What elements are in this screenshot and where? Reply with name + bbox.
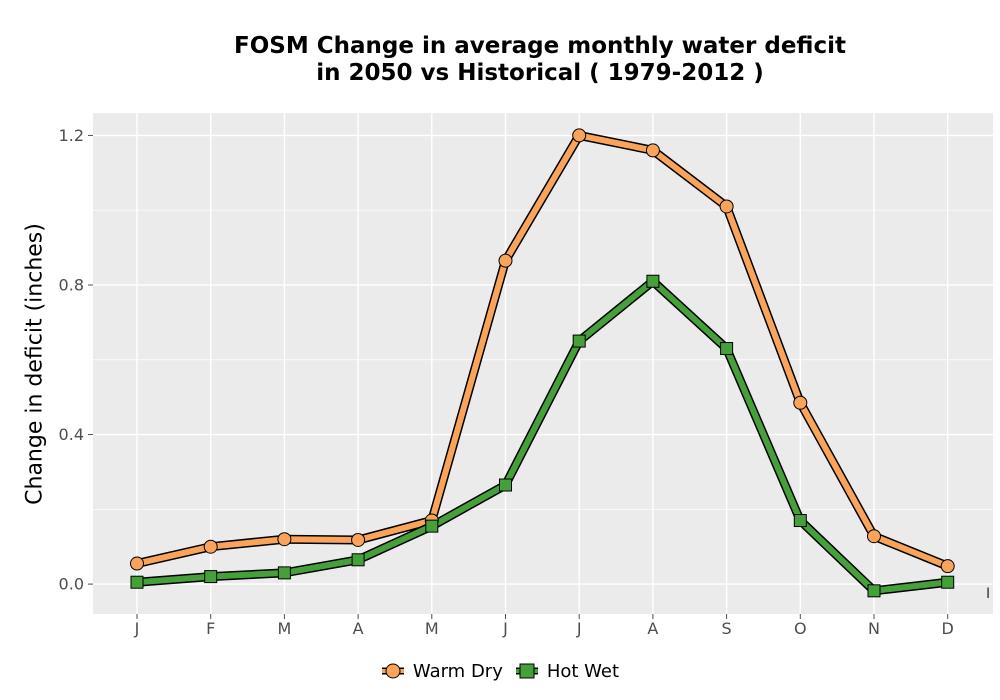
point-hot-wet: [941, 575, 955, 589]
x-tick-label: A: [353, 619, 364, 638]
point-warm-dry: [203, 539, 218, 554]
minor-gridlines: [93, 209, 993, 510]
series-line-hot-wet: [134, 278, 951, 594]
legend-item-hot-wet: Hot Wet: [515, 660, 619, 682]
legend-item-warm-dry: Warm Dry: [381, 660, 503, 682]
major-gridlines: [93, 113, 993, 614]
point-warm-dry: [130, 556, 144, 571]
y-tick-label: 0.4: [59, 425, 84, 444]
series-line-warm-dry: [134, 132, 951, 570]
point-hot-wet: [351, 553, 365, 567]
point-hot-wet: [572, 334, 586, 348]
point-hot-wet: [499, 478, 512, 492]
x-tick-label: N: [868, 619, 880, 638]
legend-hot-wet-swatch: [515, 663, 538, 679]
legend-warm-dry-label: Warm Dry: [412, 660, 503, 682]
x-tick-label: S: [722, 619, 732, 638]
x-tick-label: J: [502, 619, 508, 638]
x-tick-label: J: [576, 619, 582, 638]
point-warm-dry: [351, 532, 366, 547]
x-tick-label: F: [206, 619, 215, 638]
x-tick-label: O: [794, 619, 807, 638]
point-hot-wet: [425, 519, 439, 533]
legend: Warm Dry Hot Wet: [0, 660, 1000, 682]
x-tick-label: D: [942, 619, 954, 638]
point-warm-dry: [867, 529, 881, 544]
point-hot-wet: [646, 274, 660, 288]
x-tick-label: M: [425, 619, 439, 638]
series-layer: [130, 128, 955, 598]
legend-hot-wet-label: Hot Wet: [546, 660, 620, 682]
point-warm-dry: [498, 253, 513, 268]
y-tick-label: 1.2: [59, 126, 84, 145]
x-tick-label: A: [647, 619, 658, 638]
x-tick-label: J: [134, 619, 140, 638]
y-axis: 0.0 0.4 0.8 1.2: [59, 126, 93, 594]
stray-mark: I: [986, 586, 991, 602]
legend-warm-dry-swatch: [381, 663, 404, 679]
point-warm-dry: [572, 128, 587, 143]
chart-title-line-1: FOSM Change in average monthly water def…: [234, 33, 846, 59]
point-hot-wet: [720, 342, 734, 356]
x-tick-label: M: [277, 619, 291, 638]
point-hot-wet: [867, 584, 881, 598]
point-warm-dry: [793, 395, 808, 410]
point-hot-wet: [130, 575, 144, 589]
point-hot-wet: [793, 514, 807, 528]
point-hot-wet: [277, 566, 291, 580]
point-warm-dry: [719, 199, 734, 214]
point-warm-dry: [940, 559, 955, 574]
point-hot-wet: [204, 570, 218, 584]
chart-title-line-2: in 2050 vs Historical ( 1979-2012 ): [316, 60, 764, 86]
y-tick-label: 0.0: [59, 575, 84, 594]
point-warm-dry: [277, 532, 292, 547]
y-tick-label: 0.8: [59, 275, 84, 294]
point-warm-dry: [645, 143, 660, 158]
